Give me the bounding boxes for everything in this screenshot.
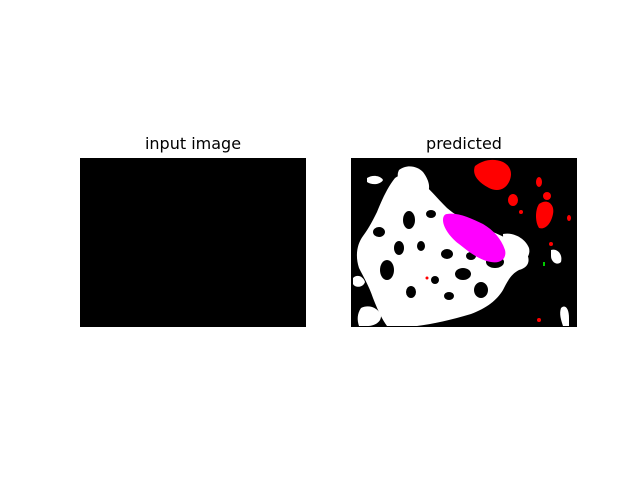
magenta-region bbox=[443, 213, 506, 263]
input-image-panel bbox=[80, 158, 306, 327]
mask-hole bbox=[380, 260, 394, 280]
predicted-panel bbox=[351, 158, 577, 327]
white-region-small bbox=[560, 306, 569, 326]
white-region-small bbox=[551, 249, 562, 264]
red-region bbox=[508, 194, 518, 206]
white-region-small bbox=[353, 275, 365, 287]
red-region bbox=[536, 201, 554, 229]
predicted-mask bbox=[351, 158, 577, 327]
mask-hole bbox=[455, 268, 471, 280]
mask-hole bbox=[441, 249, 453, 259]
mask-hole bbox=[474, 282, 488, 298]
red-region bbox=[536, 177, 542, 187]
mask-hole bbox=[394, 241, 404, 255]
red-region bbox=[567, 215, 571, 221]
input-image-title: input image bbox=[144, 134, 242, 153]
predicted-title: predicted bbox=[426, 134, 502, 153]
mask-hole bbox=[373, 227, 385, 237]
white-region-upper bbox=[397, 166, 430, 196]
white-region-right bbox=[503, 233, 530, 262]
mask-hole bbox=[417, 241, 425, 251]
red-region bbox=[474, 159, 511, 190]
red-region bbox=[519, 210, 523, 214]
red-region bbox=[425, 276, 429, 280]
white-region-bottom bbox=[357, 306, 381, 326]
input-image-fill bbox=[80, 158, 306, 327]
mask-hole bbox=[431, 276, 439, 284]
mask-hole bbox=[406, 286, 416, 298]
green-region bbox=[543, 262, 545, 266]
red-region bbox=[537, 318, 541, 322]
red-region bbox=[549, 242, 553, 246]
red-region bbox=[543, 192, 551, 200]
white-region-small bbox=[367, 175, 383, 185]
mask-hole bbox=[444, 292, 454, 300]
input-image bbox=[80, 158, 306, 327]
mask-hole bbox=[403, 211, 415, 229]
mask-hole bbox=[426, 210, 436, 218]
